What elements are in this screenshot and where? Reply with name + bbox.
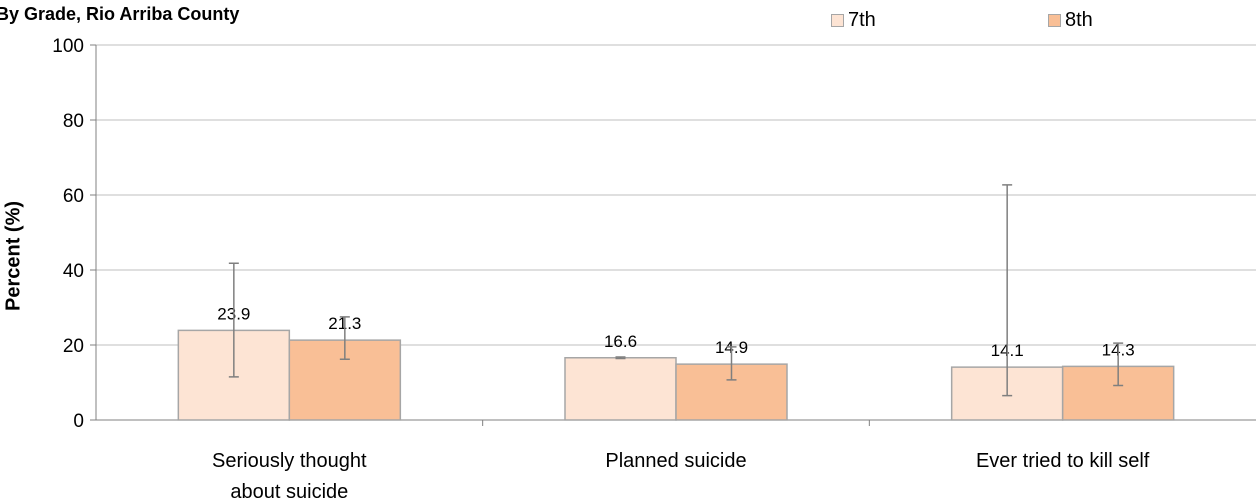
chart-title: By Grade, Rio Arriba County xyxy=(0,4,240,24)
legend-item-7th: 7th xyxy=(831,9,876,32)
legend-item-8th: 8th xyxy=(1048,9,1093,32)
y-tick-label-80: 80 xyxy=(63,111,84,132)
y-tick-label-100: 100 xyxy=(52,36,84,57)
legend-swatch-7th xyxy=(831,14,844,27)
x-tick-label-2-0: Ever tried to kill self xyxy=(976,450,1150,472)
x-tick-label-1-0: Planned suicide xyxy=(605,450,746,472)
bar-7th-1 xyxy=(564,357,677,421)
legend-label-7th: 7th xyxy=(848,9,876,31)
x-tick-label-0-1: about suicide xyxy=(230,481,348,503)
y-tick-label-40: 40 xyxy=(63,261,84,282)
y-tick-label-20: 20 xyxy=(63,336,84,357)
x-tick-label-0-0: Seriously thought xyxy=(212,450,367,472)
y-tick-label-0: 0 xyxy=(73,411,84,432)
legend-label-8th: 8th xyxy=(1065,9,1093,31)
legend-swatch-8th xyxy=(1048,14,1061,27)
data-label-7th-1: 16.6 xyxy=(604,332,637,351)
y-tick-label-60: 60 xyxy=(63,186,84,207)
